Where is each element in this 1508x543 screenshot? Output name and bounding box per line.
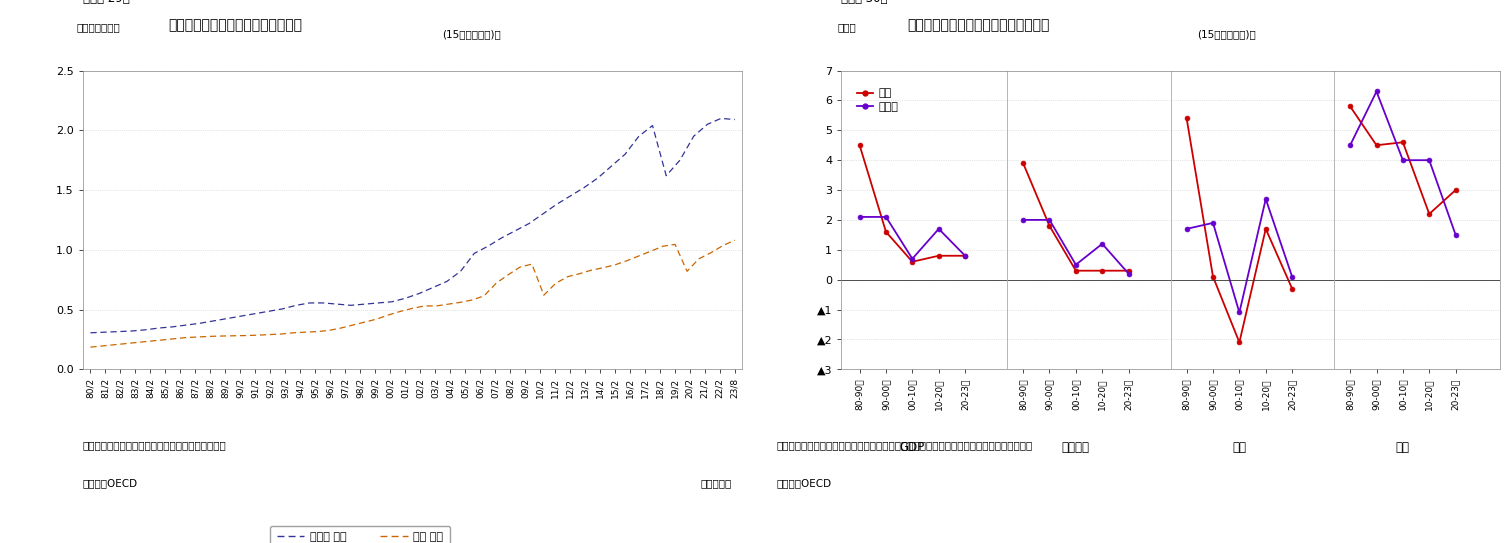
Text: （資料）OECD: （資料）OECD (83, 478, 139, 488)
Text: 投資: 投資 (1232, 441, 1247, 454)
Text: （図表 30）: （図表 30） (841, 0, 888, 5)
Text: GDP: GDP (900, 441, 924, 454)
Legend: ドイツ 輸出, 日本 輸出: ドイツ 輸出, 日本 輸出 (270, 526, 449, 543)
Text: (15年固定価格)）: (15年固定価格)） (1197, 29, 1256, 39)
Text: （％）: （％） (838, 22, 857, 31)
Text: （注）季節調整値、年率換算、輸出はサービス含む、投資は総資本形成（在庫変動を含む）: （注）季節調整値、年率換算、輸出はサービス含む、投資は総資本形成（在庫変動を含む… (777, 440, 1033, 450)
Legend: 日本, ドイツ: 日本, ドイツ (854, 85, 902, 115)
Text: (15年固定価格)）: (15年固定価格)） (442, 29, 501, 39)
Text: （兆国際ドル）: （兆国際ドル） (77, 22, 121, 31)
Text: （四半期）: （四半期） (700, 478, 731, 488)
Text: 輸出: 輸出 (1396, 441, 1410, 454)
Text: （図表 29）: （図表 29） (83, 0, 130, 5)
Text: 日独の輸出（購買力平価換算、実質: 日独の輸出（購買力平価換算、実質 (169, 18, 303, 31)
Text: 日独の成長率（購買力平価換算、実質: 日独の成長率（購買力平価換算、実質 (908, 18, 1050, 31)
Text: （注）年率換算の季節調整値、輸出はサービス含む: （注）年率換算の季節調整値、輸出はサービス含む (83, 440, 226, 450)
Text: 民間消費: 民間消費 (1062, 441, 1090, 454)
Text: （資料）OECD: （資料）OECD (777, 478, 832, 488)
